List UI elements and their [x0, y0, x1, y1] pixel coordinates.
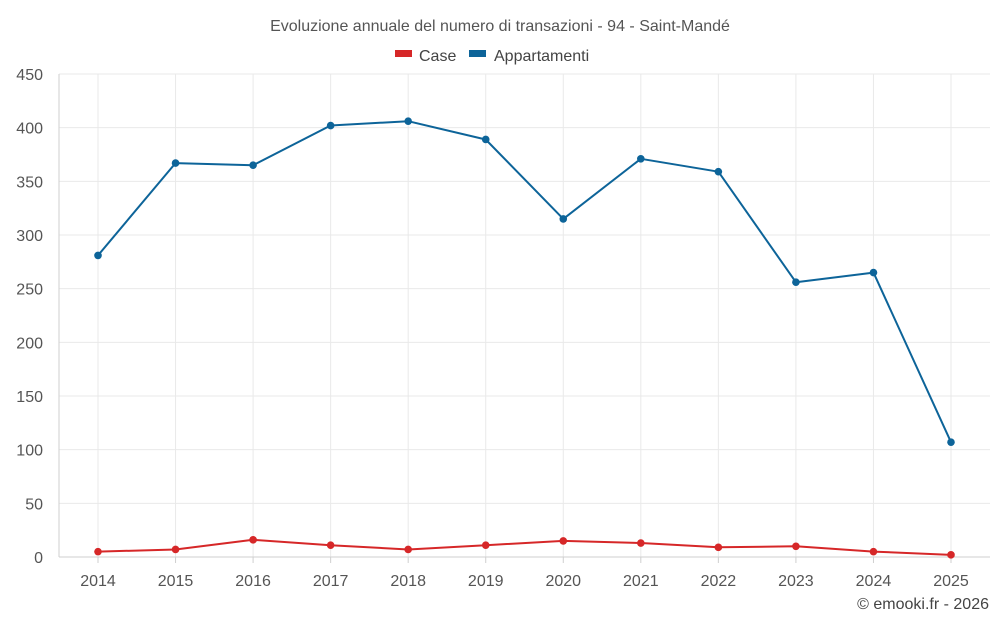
data-point-appartamenti[interactable]: [481, 135, 490, 144]
data-point-appartamenti[interactable]: [171, 159, 180, 167]
legend-swatch-case: [395, 50, 412, 57]
y-tick-label: 400: [16, 121, 43, 138]
x-tick-label: 2024: [856, 573, 892, 590]
legend-label-appartamenti[interactable]: Appartamenti: [494, 48, 589, 65]
x-tick-label: 2022: [701, 573, 737, 590]
data-point-case[interactable]: [326, 541, 335, 549]
data-point-case[interactable]: [714, 543, 723, 552]
data-point-appartamenti[interactable]: [792, 278, 800, 287]
y-tick-label: 300: [16, 228, 43, 245]
data-point-case[interactable]: [947, 551, 955, 559]
data-point-case[interactable]: [792, 542, 800, 551]
data-point-case[interactable]: [869, 547, 878, 556]
data-point-case[interactable]: [637, 539, 645, 547]
x-tick-label: 2016: [235, 573, 271, 590]
y-tick-label: 200: [16, 335, 43, 352]
x-tick-label: 2019: [468, 573, 504, 590]
x-tick-label: 2018: [390, 573, 426, 590]
y-tick-label: 0: [34, 550, 43, 567]
x-tick-label: 2021: [623, 573, 659, 590]
x-tick-label: 2020: [545, 573, 581, 590]
data-point-case[interactable]: [171, 545, 180, 554]
data-point-appartamenti[interactable]: [94, 251, 102, 260]
y-tick-label: 150: [16, 389, 43, 406]
y-tick-label: 100: [16, 443, 43, 460]
gridlines: [59, 73, 990, 557]
y-tick-label: 50: [25, 496, 43, 513]
series: [94, 117, 955, 559]
chart-title: Evoluzione annuale del numero di transaz…: [270, 18, 730, 35]
y-tick-label: 250: [16, 282, 43, 299]
legend-label-case[interactable]: Case: [419, 48, 456, 65]
data-point-case[interactable]: [94, 547, 102, 556]
data-point-appartamenti[interactable]: [249, 161, 257, 170]
y-tick-label: 350: [16, 174, 43, 191]
data-point-appartamenti[interactable]: [869, 268, 878, 277]
series-line-appartamenti: [97, 120, 952, 443]
data-point-case[interactable]: [404, 545, 412, 554]
x-tick-label: 2015: [158, 573, 194, 590]
y-tick-label: 450: [16, 67, 43, 84]
axes: 0 50 100 150 200 250 300 350 400 450 2014 2015 2016 2…: [16, 67, 990, 590]
x-tick-label: 2017: [313, 573, 349, 590]
legend-swatch-appartamenti: [469, 50, 486, 57]
data-point-appartamenti[interactable]: [326, 121, 335, 130]
data-point-appartamenti[interactable]: [637, 154, 645, 163]
data-point-case[interactable]: [559, 537, 568, 545]
data-point-appartamenti[interactable]: [559, 215, 568, 223]
data-point-case[interactable]: [481, 541, 490, 549]
x-tick-label: 2023: [778, 573, 814, 590]
series-line-case: [97, 538, 952, 556]
data-point-case[interactable]: [249, 536, 257, 544]
x-tick-label: 2025: [933, 573, 969, 590]
credit-text: © emooki.fr - 2026: [857, 596, 989, 613]
data-point-appartamenti[interactable]: [947, 438, 955, 446]
data-point-appartamenti[interactable]: [404, 117, 412, 126]
legend: Case Appartamenti: [395, 48, 589, 65]
data-point-appartamenti[interactable]: [714, 167, 723, 176]
x-tick-label: 2014: [80, 573, 116, 590]
